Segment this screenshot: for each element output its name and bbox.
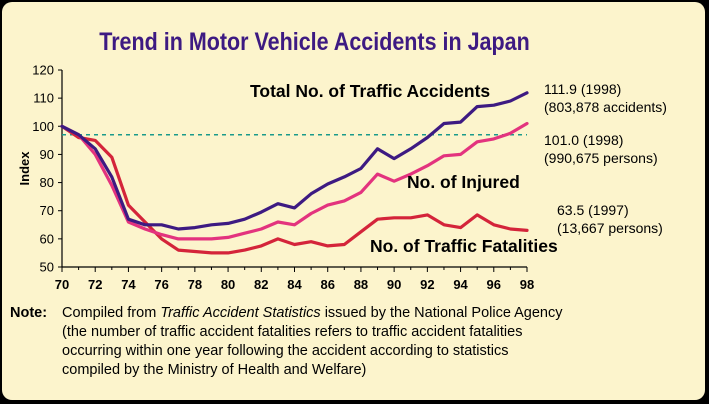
y-axis-label: Index <box>17 151 32 186</box>
note-line-3: occurring within one year following the … <box>62 343 509 359</box>
y-tick-label: 110 <box>33 91 54 106</box>
x-tick-label: 86 <box>320 277 334 292</box>
line-chart: 50 60 70 80 90 100 110 120 70 72 74 76 78 80 82 84 86 88 9… <box>17 63 667 293</box>
x-tick-label: 72 <box>88 277 102 292</box>
series-value-annotation: 101.0 (1998) <box>544 132 623 148</box>
x-tick-label: 76 <box>154 277 168 292</box>
x-tick-label: 74 <box>121 277 136 292</box>
x-tick-label: 84 <box>287 277 302 292</box>
note-source-title: Traffic Accident Statistics <box>160 305 321 321</box>
series-name-label: No. of Traffic Fatalities <box>370 236 558 256</box>
y-tick-label: 80 <box>40 175 54 190</box>
x-tick-label: 94 <box>453 277 468 292</box>
chart-title: Trend in Motor Vehicle Accidents in Japa… <box>99 28 530 56</box>
series-value-annotation: 111.9 (1998) <box>544 81 621 97</box>
note-line-4: compiled by the Ministry of Health and W… <box>62 362 367 378</box>
note-line-1: Compiled from Traffic Accident Statistic… <box>62 305 563 321</box>
x-tick-label: 98 <box>520 277 534 292</box>
y-tick-label: 60 <box>40 231 54 246</box>
note-label: Note: <box>10 305 48 321</box>
note-line-2: (the number of traffic accident fataliti… <box>62 324 523 340</box>
chart-frame: Trend in Motor Vehicle Accidents in Japa… <box>2 2 705 400</box>
y-tick-label: 100 <box>32 119 54 134</box>
series-name-label: No. of Injured <box>407 172 520 192</box>
x-tick-label: 96 <box>487 277 501 292</box>
series-value-annotation: (990,675 persons) <box>544 150 658 166</box>
series-labels: Total No. of Traffic Accidents No. of Inj… <box>250 81 667 256</box>
y-tick-label: 120 <box>32 63 54 78</box>
y-tick-label: 50 <box>40 260 54 275</box>
series-name-label: Total No. of Traffic Accidents <box>250 81 490 101</box>
footnote: Note: Compiled from Traffic Accident Sta… <box>10 304 700 380</box>
series-line-0 <box>60 91 529 231</box>
x-tick-label: 78 <box>188 277 202 292</box>
series-line-1 <box>60 121 529 241</box>
x-tick-label: 82 <box>254 277 268 292</box>
series-value-annotation: (13,667 persons) <box>557 220 663 236</box>
series-line-2 <box>60 124 529 255</box>
y-tick-label: 70 <box>40 203 54 218</box>
axes: 50 60 70 80 90 100 110 120 70 72 74 76 78 80 82 84 86 88 9… <box>17 63 534 293</box>
series-lines <box>60 91 529 255</box>
x-tick-label: 80 <box>221 277 235 292</box>
x-tick-label: 70 <box>55 277 69 292</box>
x-tick-label: 92 <box>420 277 434 292</box>
y-tick-label: 90 <box>40 147 54 162</box>
x-tick-label: 88 <box>354 277 368 292</box>
x-tick-label: 90 <box>387 277 401 292</box>
series-value-annotation: 63.5 (1997) <box>557 202 629 218</box>
series-value-annotation: (803,878 accidents) <box>544 99 667 115</box>
